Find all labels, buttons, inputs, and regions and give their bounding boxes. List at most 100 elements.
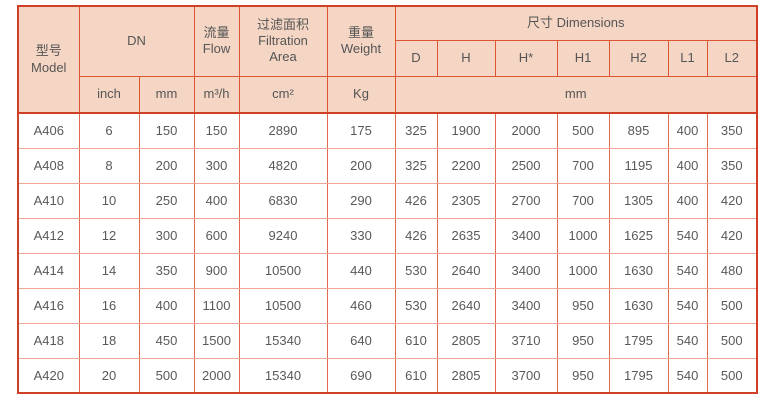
value-cell: 450	[138, 322, 195, 359]
value-cell: 3400	[494, 252, 558, 289]
unit-weight: Kg	[326, 75, 396, 114]
value-cell: 950	[556, 322, 610, 359]
value-cell: 540	[667, 217, 708, 254]
value-cell: 2805	[436, 357, 496, 394]
col-header-flow-zh: 流量	[203, 25, 230, 40]
col-header-weight-en: Weight	[340, 41, 382, 57]
value-cell: 15340	[238, 322, 328, 359]
value-cell: 2700	[494, 182, 558, 219]
col-header-l2: L2	[706, 39, 758, 77]
value-cell: 950	[556, 287, 610, 324]
value-cell: 3400	[494, 287, 558, 324]
value-cell: 6	[78, 112, 140, 149]
model-cell: A410	[17, 182, 80, 219]
value-cell: 500	[706, 322, 758, 359]
value-cell: 8	[78, 147, 140, 184]
value-cell: 530	[394, 252, 438, 289]
table-row: A416 16 400 1100 10500 460 530 2640 3400 950 1630 5…	[17, 287, 758, 324]
value-cell: 426	[394, 217, 438, 254]
value-cell: 1100	[193, 287, 240, 324]
value-cell: 1630	[608, 252, 669, 289]
value-cell: 540	[667, 357, 708, 394]
value-cell: 530	[394, 287, 438, 324]
col-header-filtration-zh: 过滤面积	[256, 16, 309, 32]
value-cell: 2635	[436, 217, 496, 254]
col-header-flow-en: Flow	[202, 41, 231, 57]
value-cell: 426	[394, 182, 438, 219]
value-cell: 300	[138, 217, 195, 254]
value-cell: 2805	[436, 322, 496, 359]
value-cell: 610	[394, 322, 438, 359]
value-cell: 290	[326, 182, 396, 219]
value-cell: 2305	[436, 182, 496, 219]
value-cell: 1000	[556, 217, 610, 254]
col-header-model-zh: 型号	[35, 43, 62, 59]
value-cell: 2640	[436, 252, 496, 289]
value-cell: 540	[667, 322, 708, 359]
value-cell: 420	[706, 217, 758, 254]
header-row-2: D H H* H1 H2 L1 L2	[18, 39, 758, 77]
value-cell: 420	[706, 182, 758, 219]
col-header-filtration-area: 过滤面积 Filtration Area	[238, 5, 328, 77]
value-cell: 200	[138, 147, 195, 184]
col-header-l1: L1	[667, 39, 708, 77]
value-cell: 350	[706, 147, 758, 184]
value-cell: 500	[138, 357, 195, 394]
table-body: A406 6 150 150 2890 175 325 1900 2000 500 895 400 35…	[17, 112, 758, 394]
value-cell: 250	[138, 182, 195, 219]
value-cell: 460	[326, 287, 396, 324]
value-cell: 900	[193, 252, 240, 289]
value-cell: 600	[193, 217, 240, 254]
value-cell: 350	[138, 252, 195, 289]
model-cell: A418	[17, 322, 80, 359]
value-cell: 16	[78, 287, 140, 324]
value-cell: 1000	[556, 252, 610, 289]
value-cell: 18	[78, 322, 140, 359]
value-cell: 9240	[238, 217, 328, 254]
value-cell: 400	[138, 287, 195, 324]
value-cell: 690	[326, 357, 396, 394]
value-cell: 325	[394, 112, 438, 149]
unit-flow: m³/h	[193, 75, 240, 114]
value-cell: 4820	[238, 147, 328, 184]
value-cell: 2500	[494, 147, 558, 184]
value-cell: 2000	[494, 112, 558, 149]
value-cell: 610	[394, 357, 438, 394]
value-cell: 540	[667, 287, 708, 324]
col-header-dn: DN	[78, 5, 195, 77]
value-cell: 895	[608, 112, 669, 149]
value-cell: 1795	[608, 357, 669, 394]
value-cell: 2890	[238, 112, 328, 149]
table-header: 型号 Model DN 流量 Flow 过滤面积 Filtration Area…	[17, 5, 758, 114]
value-cell: 14	[78, 252, 140, 289]
header-row-units: inch mm m³/h cm² Kg mm	[18, 75, 758, 114]
value-cell: 300	[193, 147, 240, 184]
col-header-h: H	[436, 39, 496, 77]
table-row: A408 8 200 300 4820 200 325 2200 2500 700 1195 400 3…	[17, 147, 758, 184]
model-cell: A420	[17, 357, 80, 394]
table-row: A410 10 250 400 6830 290 426 2305 2700 700 1305 400…	[17, 182, 758, 219]
col-header-h2: H2	[608, 39, 669, 77]
model-cell: A412	[17, 217, 80, 254]
col-header-dimensions: 尺寸 Dimensions	[394, 5, 758, 41]
value-cell: 15340	[238, 357, 328, 394]
value-cell: 440	[326, 252, 396, 289]
col-header-h1: H1	[556, 39, 610, 77]
value-cell: 2000	[193, 357, 240, 394]
col-header-filtration-en1: Filtration	[258, 33, 308, 49]
header-row-1: 型号 Model DN 流量 Flow 过滤面积 Filtration Area…	[17, 5, 758, 114]
col-header-flow: 流量 Flow	[193, 5, 240, 77]
value-cell: 480	[706, 252, 758, 289]
value-cell: 175	[326, 112, 396, 149]
value-cell: 640	[326, 322, 396, 359]
col-header-model: 型号 Model	[17, 5, 80, 114]
unit-dimensions-mm: mm	[394, 75, 758, 114]
col-header-h-star: H*	[494, 39, 558, 77]
model-cell: A406	[17, 112, 80, 149]
value-cell: 1630	[608, 287, 669, 324]
value-cell: 20	[78, 357, 140, 394]
col-header-filtration-en2: Area	[269, 49, 297, 65]
value-cell: 350	[706, 112, 758, 149]
value-cell: 500	[706, 287, 758, 324]
